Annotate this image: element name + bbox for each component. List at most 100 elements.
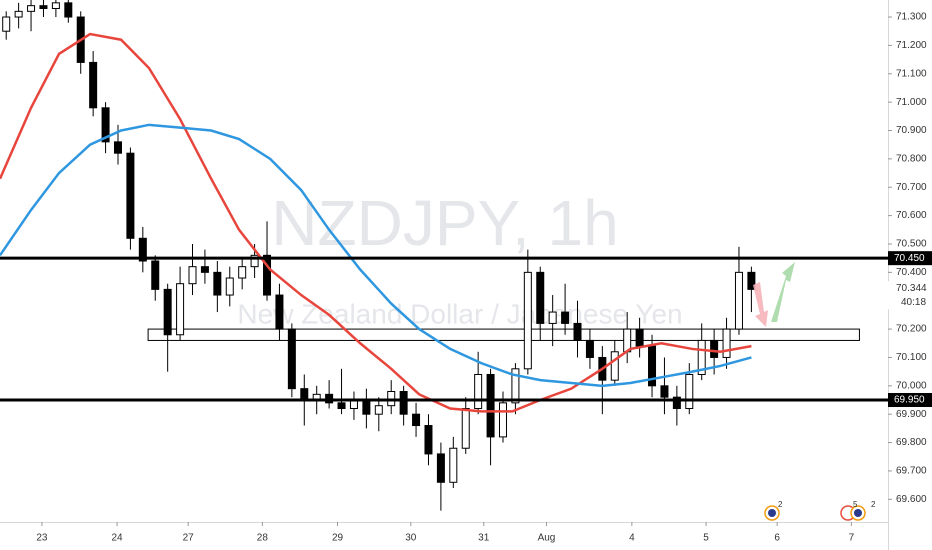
candle-body [89, 61, 98, 109]
candle-body [412, 413, 421, 427]
level-label-box [888, 393, 932, 408]
candle-body [213, 271, 222, 296]
y-tick-label: 70.400 [896, 267, 927, 278]
candle-body [486, 373, 495, 438]
candle-body [561, 311, 570, 324]
candle-body [188, 266, 197, 285]
candle-body [498, 402, 507, 438]
candle-body [263, 254, 272, 296]
level-label: 69.950 [894, 395, 925, 406]
candle-body [51, 2, 60, 10]
candle-body [685, 373, 694, 410]
y-tick-label: 69.900 [896, 409, 927, 420]
candle-body [461, 408, 470, 449]
y-tick-label: 70.700 [896, 182, 927, 193]
y-tick-label: 71.100 [896, 68, 927, 79]
y-tick-label: 70.200 [896, 324, 927, 335]
candle-body [424, 425, 433, 455]
candle-body [2, 16, 11, 32]
last-price-box [888, 281, 932, 310]
y-tick-label: 70.900 [896, 125, 927, 136]
x-tick-label: 27 [183, 533, 195, 544]
last-price-label: 70.344 [896, 283, 927, 294]
x-tick-label: 4 [629, 533, 635, 544]
event-badge: 2 [871, 500, 876, 509]
candle-body [225, 277, 234, 296]
y-tick-label: 70.600 [896, 210, 927, 221]
candle-body [250, 254, 259, 268]
candle-body [474, 373, 483, 410]
level-label: 70.450 [894, 253, 925, 264]
x-tick-label: 23 [36, 533, 48, 544]
candle-body [151, 260, 160, 290]
x-tick-label: 30 [405, 533, 417, 544]
candle-body [113, 141, 122, 154]
candle-body [300, 388, 309, 401]
candle-body [573, 322, 582, 341]
candle-body [747, 271, 756, 290]
event-icon-flag [768, 509, 776, 517]
candle-body [138, 237, 147, 262]
candle-body [163, 288, 172, 336]
event-badge: 5 [853, 500, 858, 509]
candle-body [238, 266, 247, 279]
candle-body [64, 2, 73, 18]
x-tick-label: 5 [703, 533, 709, 544]
candle-body [436, 453, 445, 483]
candle-body [722, 328, 731, 358]
candle-body [27, 5, 36, 12]
y-tick-label: 69.600 [896, 494, 927, 505]
countdown: 40:18 [901, 297, 926, 308]
y-tick-label: 70.100 [896, 352, 927, 363]
down-arrow [753, 282, 768, 327]
x-tick-label: 28 [257, 533, 269, 544]
candle-body [275, 294, 284, 330]
y-tick-label: 70.000 [896, 380, 927, 391]
candle-body [585, 339, 594, 358]
candle-body [39, 5, 48, 10]
candle-body [287, 328, 296, 390]
up-arrow [771, 262, 795, 322]
plot [0, 0, 860, 511]
candle-body [362, 399, 371, 415]
candle-body [734, 271, 743, 330]
moving-average [0, 123, 752, 388]
x-tick-label: 24 [111, 533, 123, 544]
candle-body [672, 396, 681, 410]
candle-body [449, 447, 458, 483]
candle-body [374, 405, 383, 415]
level-label-box [888, 251, 932, 266]
candle-body [635, 328, 644, 347]
y-tick-label: 71.000 [896, 97, 927, 108]
event-badge: 2 [778, 500, 783, 509]
y-tick-label: 70.800 [896, 154, 927, 165]
y-tick-label: 71.200 [896, 40, 927, 51]
watermark-title: NZDJPY, 1h [271, 187, 618, 259]
candle-body [101, 107, 110, 143]
x-tick-label: 31 [478, 533, 490, 544]
candle-body [523, 271, 532, 370]
candle-body [176, 283, 185, 336]
candle-body [536, 271, 545, 324]
y-tick-label: 69.800 [896, 437, 927, 448]
candle-body [548, 311, 557, 324]
x-tick-label: Aug [538, 533, 556, 544]
y-tick-label: 70.500 [896, 239, 927, 250]
candle-body [710, 339, 719, 358]
candle-body [399, 391, 408, 415]
candle-body [337, 402, 346, 410]
x-tick-label: 7 [849, 533, 855, 544]
candle-body [610, 351, 619, 381]
event-icon-flag [854, 509, 862, 517]
x-tick-label: 29 [332, 533, 344, 544]
candle-body [660, 385, 669, 398]
candle-body [511, 368, 520, 404]
x-tick-label: 6 [774, 533, 780, 544]
candle-body [14, 10, 23, 18]
watermark-subtitle: New Zealand Dollar / Japanese Yen [237, 298, 682, 329]
candle-body [697, 339, 706, 375]
y-tick-label: 69.700 [896, 466, 927, 477]
